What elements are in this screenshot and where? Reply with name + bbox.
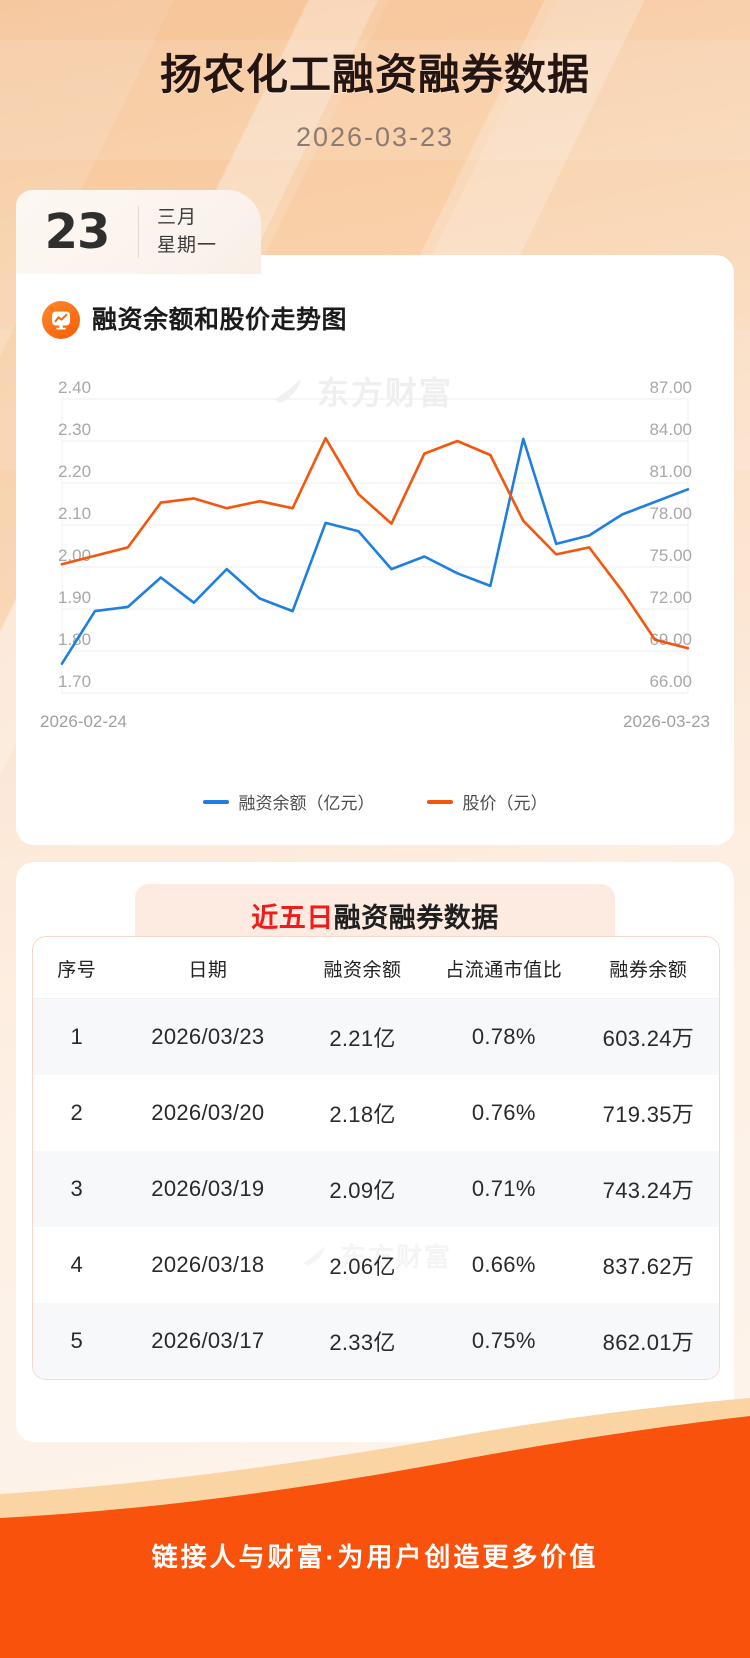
- x-axis-start-label: 2026-02-24: [40, 712, 127, 731]
- column-header-no: 序号: [33, 937, 121, 999]
- column-header-pct-of-float: 占流通市值比: [429, 937, 578, 999]
- y-axis-right-tick: 66.00: [649, 672, 692, 691]
- cell-date: 2026/03/23: [151, 1024, 265, 1049]
- header: 扬农化工融资融券数据 2026-03-23: [0, 0, 750, 154]
- chart-panel: 融资余额和股价走势图 东方财富 2.40 2.30 2.20 2.10 2.00 1.90…: [16, 255, 734, 845]
- legend-item-stock-price[interactable]: 股价（元）: [426, 789, 548, 814]
- cell-date: 2026/03/19: [151, 1176, 265, 1201]
- cell-no: 4: [70, 1252, 83, 1277]
- table-header-row: 序号 日期 融资余额 占流通市值比 融券余额: [33, 937, 719, 999]
- chart-series-margin-balance: [60, 437, 690, 665]
- cell-no: 3: [70, 1176, 83, 1201]
- cell-short-balance: 743.24万: [602, 1178, 695, 1203]
- cell-margin-balance: 2.06亿: [329, 1254, 396, 1279]
- page-subtitle-date: 2026-03-23: [295, 122, 455, 152]
- margin-trading-table: 序号 日期 融资余额 占流通市值比 融券余额 1 2026/03/23 2.21亿 0…: [33, 937, 719, 1379]
- trend-line-chart: 2.40 2.30 2.20 2.10 2.00 1.90 1.80 1.70 87.00 84.…: [40, 378, 710, 731]
- cell-date: 2026/03/20: [151, 1100, 265, 1125]
- y-axis-left-tick: 2.20: [58, 462, 91, 481]
- column-header-date: 日期: [120, 937, 296, 999]
- footer-wave: [0, 1398, 750, 1658]
- y-axis-left-tick: 2.30: [58, 420, 91, 439]
- cell-margin-balance: 2.21亿: [329, 1026, 396, 1051]
- table-body: 1 2026/03/23 2.21亿 0.78% 603.24万 2 2026/03/20 2…: [33, 998, 719, 1379]
- chart-title: 融资余额和股价走势图: [92, 306, 348, 334]
- cell-margin-balance: 2.09亿: [329, 1178, 396, 1203]
- table-title-highlight: 近五日: [251, 902, 334, 933]
- y-axis-right-tick: 84.00: [649, 420, 692, 439]
- cell-no: 2: [70, 1100, 83, 1125]
- y-axis-right-tick: 72.00: [649, 588, 692, 607]
- page-title: 扬农化工融资融券数据: [159, 50, 590, 99]
- date-month: 三月: [157, 207, 198, 228]
- cell-short-balance: 719.35万: [602, 1102, 695, 1127]
- cell-pct-of-float: 0.78%: [471, 1024, 536, 1049]
- y-axis-left-tick: 1.90: [58, 588, 91, 607]
- footer-slogan: 链接人与财富·为用户创造更多价值: [151, 1542, 599, 1572]
- table-title-rest: 融资融券数据: [333, 902, 499, 933]
- table-row: 5 2026/03/17 2.33亿 0.75% 862.01万: [33, 1303, 719, 1379]
- table-row: 1 2026/03/23 2.21亿 0.78% 603.24万: [33, 998, 719, 1075]
- cell-short-balance: 862.01万: [602, 1330, 695, 1355]
- y-axis-left-tick: 2.00: [58, 546, 91, 565]
- legend-swatch-stock-price: [426, 799, 453, 804]
- y-axis-left-tick: 1.70: [58, 672, 91, 691]
- cell-margin-balance: 2.33亿: [329, 1330, 396, 1355]
- chart-header: 融资余额和股价走势图: [16, 255, 734, 339]
- y-axis-left-tick: 2.40: [58, 378, 91, 397]
- date-day: 23: [44, 204, 111, 260]
- table-row: 2 2026/03/20 2.18亿 0.76% 719.35万: [33, 1075, 719, 1151]
- y-axis-left-tick: 1.80: [58, 630, 91, 649]
- margin-trading-table-container: 东方财富 序号 日期 融资余额 占流通市值比 融券余额 1 2026/03/23 2…: [32, 936, 720, 1380]
- y-axis-right-tick: 87.00: [649, 378, 692, 397]
- cell-date: 2026/03/17: [151, 1328, 265, 1353]
- cell-pct-of-float: 0.66%: [471, 1252, 536, 1277]
- table-title: 近五日融资融券数据: [251, 896, 499, 935]
- cell-short-balance: 837.62万: [602, 1254, 695, 1279]
- date-divider: [138, 206, 139, 258]
- date-card: 23 三月 星期一: [16, 190, 261, 274]
- legend-label-margin-balance: 融资余额（亿元）: [238, 794, 375, 813]
- x-axis-end-label: 2026-03-23: [623, 712, 710, 731]
- column-header-margin-balance: 融资余额: [295, 937, 430, 999]
- legend-label-stock-price: 股价（元）: [462, 794, 548, 813]
- table-row: 3 2026/03/19 2.09亿 0.71% 743.24万: [33, 1151, 719, 1227]
- y-axis-right-tick: 75.00: [649, 546, 692, 565]
- cell-pct-of-float: 0.71%: [471, 1176, 536, 1201]
- y-axis-right-tick: 78.00: [649, 504, 692, 523]
- chart-plot-area: 东方财富 2.40 2.30 2.20 2.10 2.00 1.90 1.80 1.70 87.…: [16, 363, 734, 783]
- column-header-short-balance: 融券余额: [577, 937, 719, 999]
- table-title-badge: 近五日融资融券数据: [135, 884, 615, 946]
- chart-series-stock-price: [60, 436, 690, 650]
- cell-pct-of-float: 0.76%: [471, 1100, 536, 1125]
- y-axis-right-tick: 69.00: [649, 630, 692, 649]
- y-axis-left-tick: 2.10: [58, 504, 91, 523]
- date-weekday: 星期一: [157, 235, 218, 256]
- cell-date: 2026/03/18: [151, 1252, 265, 1277]
- chart-monitor-icon: [42, 301, 80, 339]
- chart-legend: 融资余额（亿元） 股价（元）: [16, 789, 734, 814]
- cell-no: 1: [70, 1024, 83, 1049]
- cell-margin-balance: 2.18亿: [329, 1102, 396, 1127]
- table-panel: 近五日融资融券数据 东方财富 序号 日期 融资余额 占流通市值比 融券余额: [16, 862, 734, 1442]
- footer: 链接人与财富·为用户创造更多价值: [0, 1398, 750, 1658]
- cell-pct-of-float: 0.75%: [471, 1328, 536, 1353]
- cell-short-balance: 603.24万: [602, 1026, 695, 1051]
- y-axis-right-tick: 81.00: [649, 462, 692, 481]
- legend-swatch-margin-balance: [202, 799, 229, 804]
- cell-no: 5: [70, 1328, 83, 1353]
- legend-item-margin-balance[interactable]: 融资余额（亿元）: [202, 789, 375, 814]
- table-row: 4 2026/03/18 2.06亿 0.66% 837.62万: [33, 1227, 719, 1303]
